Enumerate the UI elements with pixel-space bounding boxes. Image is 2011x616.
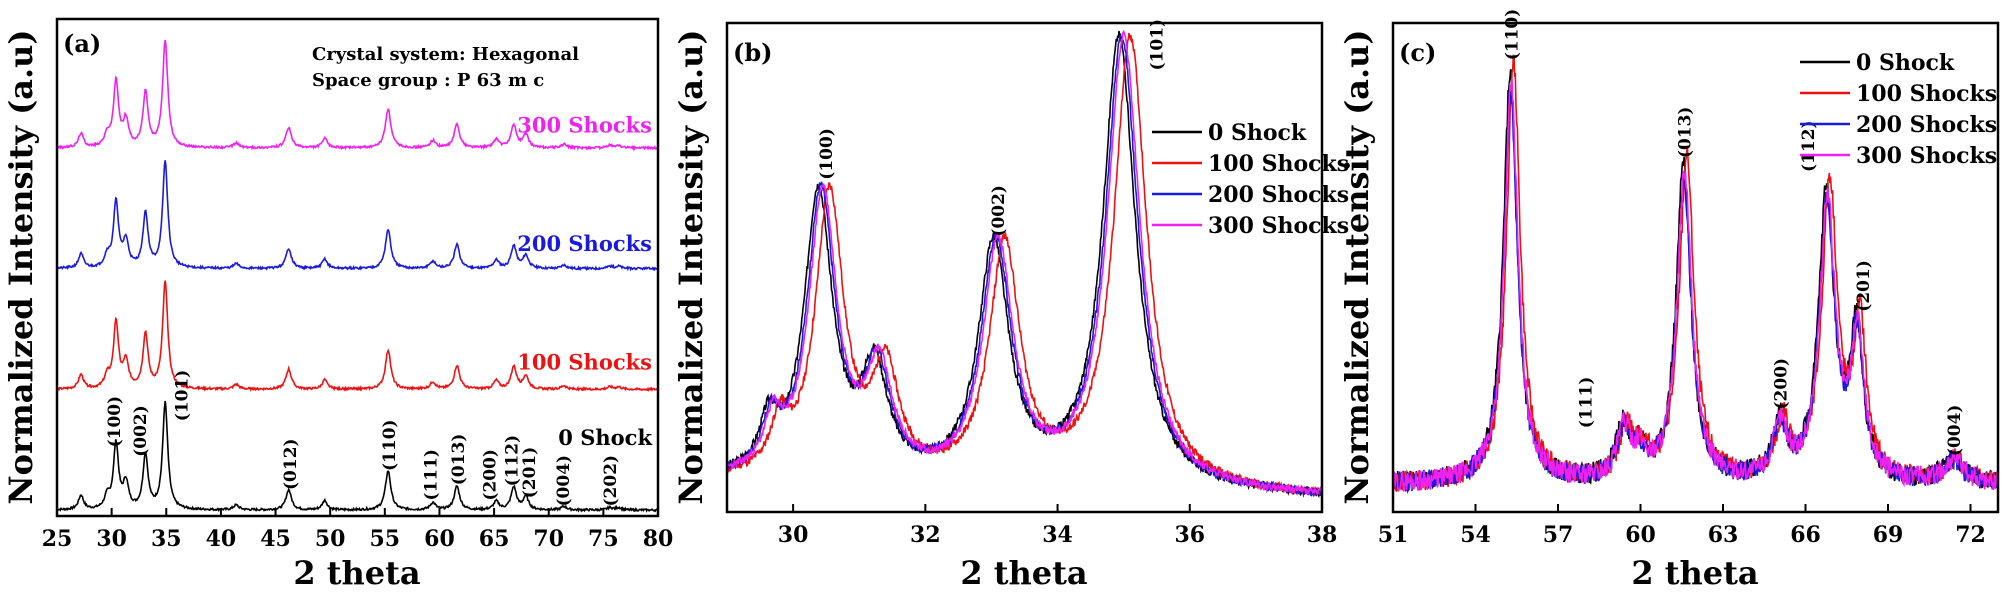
x-tick-label: 34 (1042, 522, 1073, 548)
panel-c-xlabel: 2 theta (1631, 554, 1758, 592)
panel-c-frame (1391, 21, 2000, 514)
peak-label: (112) (503, 435, 523, 487)
panel-a-ticks: 25 30 35 40 45 50 55 60 65 70 75 80 (42, 508, 674, 552)
panel-c-label: (c) (1399, 38, 1436, 67)
legend-entry: 300 Shocks (1208, 213, 1349, 239)
x-tick-label: 50 (315, 526, 346, 552)
legend-entry: 200 Shocks (1856, 112, 1997, 138)
x-tick-label: 36 (1174, 522, 1205, 548)
peak-label: (202) (601, 455, 621, 507)
panel-a-ylabel: Normalized Intensity (a.u) (2, 29, 40, 504)
legend-entry: 100 Shocks (1208, 151, 1349, 177)
x-tick-label: 32 (910, 522, 941, 548)
x-tick-label: 69 (1873, 522, 1904, 548)
panel-b-label: (b) (733, 38, 773, 67)
series-line (1392, 91, 1999, 495)
peak-label: (013) (449, 434, 469, 486)
x-tick-label: 66 (1790, 522, 1821, 548)
x-tick-label: 65 (479, 526, 510, 552)
panel-a-series (56, 39, 659, 513)
x-tick-label: 55 (370, 526, 401, 552)
peak-label: (200) (1772, 358, 1792, 410)
panel-b-frame (725, 21, 1324, 514)
x-tick-label: 54 (1460, 522, 1491, 548)
series-line (726, 34, 1323, 498)
peak-label: (004) (1945, 405, 1965, 457)
legend-entry: 200 Shocks (1208, 182, 1349, 208)
x-tick-label: 38 (1307, 522, 1338, 548)
series-label: 0 Shock (558, 425, 652, 450)
x-tick-label: 60 (424, 526, 455, 552)
series-line (56, 280, 659, 393)
x-tick-label: 60 (1625, 522, 1656, 548)
peak-label: (002) (989, 185, 1009, 237)
panel-b-series (726, 29, 1323, 499)
legend-entry: 100 Shocks (1856, 81, 1997, 107)
series-label: 300 Shocks (517, 113, 652, 138)
series-line (57, 160, 659, 272)
series-label: 200 Shocks (517, 231, 652, 256)
panel-b-annotations: (100) (002) (101) (817, 19, 1167, 237)
peak-label: (002) (131, 405, 151, 457)
panel-c-series (1392, 54, 1999, 495)
legend-entry: 0 Shock (1208, 120, 1307, 146)
panel-a: 25 30 35 40 45 50 55 60 65 70 75 80 (100) (002) (101)… (2, 17, 674, 592)
series-line (726, 32, 1323, 497)
panel-c-ticks: 51 54 57 60 63 66 69 72 (1378, 504, 1986, 548)
legend-entry: 300 Shocks (1856, 143, 1997, 169)
panel-b: 30 32 34 36 38 (100) (002) (101) 0 Shock 100 Sh… (672, 19, 1349, 592)
crystal-system-note: Crystal system: Hexagonal (312, 44, 579, 65)
x-tick-label: 63 (1708, 522, 1739, 548)
x-tick-label: 35 (151, 526, 182, 552)
panel-a-label: (a) (63, 29, 101, 58)
panel-c-annotations: (110) (111) (013) (200) (112) (201) (004) (1502, 9, 1965, 456)
peak-label: (201) (520, 447, 540, 499)
peak-label: (012) (281, 438, 301, 490)
panel-c-legend: 0 Shock 100 Shocks 200 Shocks 300 Shocks (1800, 50, 1997, 169)
x-tick-label: 30 (778, 522, 809, 548)
panel-b-ticks: 30 32 34 36 38 (778, 504, 1338, 548)
peak-label: (110) (380, 419, 400, 471)
peak-label: (111) (422, 449, 442, 501)
panel-c: 51 54 57 60 63 66 69 72 (110)(111)(013)(200)(11… (1338, 9, 2000, 592)
x-tick-label: 40 (206, 526, 237, 552)
peak-label: (101) (1148, 19, 1168, 71)
panel-b-legend: 0 Shock 100 Shocks 200 Shocks 300 Shocks (1152, 120, 1349, 239)
panel-c-ylabel: Normalized Intensity (a.u) (1338, 29, 1376, 504)
peak-label: (200) (481, 449, 501, 501)
panel-a-frame (55, 17, 660, 518)
panel-b-xlabel: 2 theta (960, 554, 1087, 592)
legend-entry: 0 Shock (1856, 50, 1955, 76)
peak-label: (004) (554, 455, 574, 507)
x-tick-label: 57 (1543, 522, 1574, 548)
x-tick-label: 72 (1955, 522, 1986, 548)
peak-label: (110) (1502, 9, 1522, 61)
x-tick-label: 80 (643, 526, 674, 552)
peak-label: (112) (1799, 120, 1819, 172)
panel-a-xlabel: 2 theta (293, 554, 420, 592)
space-group-note: Space group : P 63 m c (312, 70, 544, 91)
peak-label: (111) (1577, 377, 1597, 429)
peak-label: (100) (105, 396, 125, 448)
peak-label: (100) (817, 128, 837, 180)
peak-label: (013) (1676, 107, 1696, 159)
series-line (726, 29, 1323, 496)
x-tick-label: 45 (260, 526, 291, 552)
x-tick-label: 70 (533, 526, 564, 552)
series-line (56, 400, 659, 513)
peak-label: (101) (173, 370, 193, 422)
series-line (56, 39, 659, 152)
series-line (726, 30, 1323, 499)
peak-label: (201) (1854, 260, 1874, 312)
panel-a-annotations: (100) (002) (101) (012) (110) (111) (013) (200)… (105, 113, 653, 507)
x-tick-label: 51 (1378, 522, 1409, 548)
x-tick-label: 30 (96, 526, 127, 552)
x-tick-label: 25 (42, 526, 73, 552)
series-label: 100 Shocks (517, 349, 652, 374)
series-line (1392, 78, 1999, 492)
x-tick-label: 75 (588, 526, 619, 552)
panel-b-ylabel: Normalized Intensity (a.u) (672, 29, 710, 504)
